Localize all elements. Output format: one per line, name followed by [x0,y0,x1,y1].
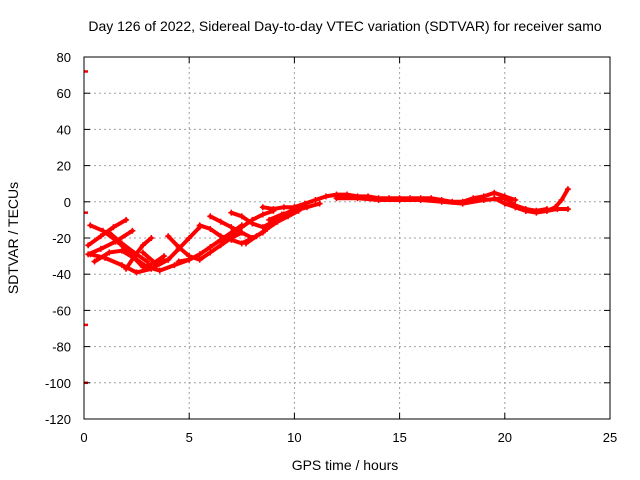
y-tick-label: -60 [52,303,71,318]
x-tick-label: 10 [287,430,301,445]
y-tick-label: 80 [57,50,71,65]
series-arc-1 [86,228,135,257]
y-tick-label: 20 [57,159,71,174]
y-tick-label: -120 [45,412,71,427]
y-tick-label: 40 [57,122,71,137]
x-tick-label: 0 [80,430,87,445]
y-axis-label: SDTVAR / TECUs [5,182,21,294]
ticks: 0 5 10 15 20 25 -120 -100 -80 -60 -40 -20 0 20 40 60 80 [45,50,617,445]
x-tick-label: 25 [603,430,617,445]
series-arc-7 [140,225,202,266]
series-arc-21 [544,187,570,213]
grid [84,57,610,419]
y-tick-label: 60 [57,86,71,101]
series-arc-14 [244,208,301,246]
x-tick-label: 5 [186,430,193,445]
x-axis-label: GPS time / hours [292,457,399,473]
x-tick-label: 15 [392,430,406,445]
series-arc-5 [107,230,150,264]
y-tick-label: 0 [64,195,71,210]
y-tick-label: -80 [52,340,71,355]
data-layer [84,70,571,385]
plot-frame [83,56,611,420]
x-tick-label: 20 [498,430,512,445]
chart-title: Day 126 of 2022, Sidereal Day-to-day VTE… [88,18,601,34]
y-tick-label: -100 [45,376,71,391]
series-arc-6 [124,236,154,271]
y-tick-label: -20 [52,231,71,246]
y-tick-label: -40 [52,267,71,282]
